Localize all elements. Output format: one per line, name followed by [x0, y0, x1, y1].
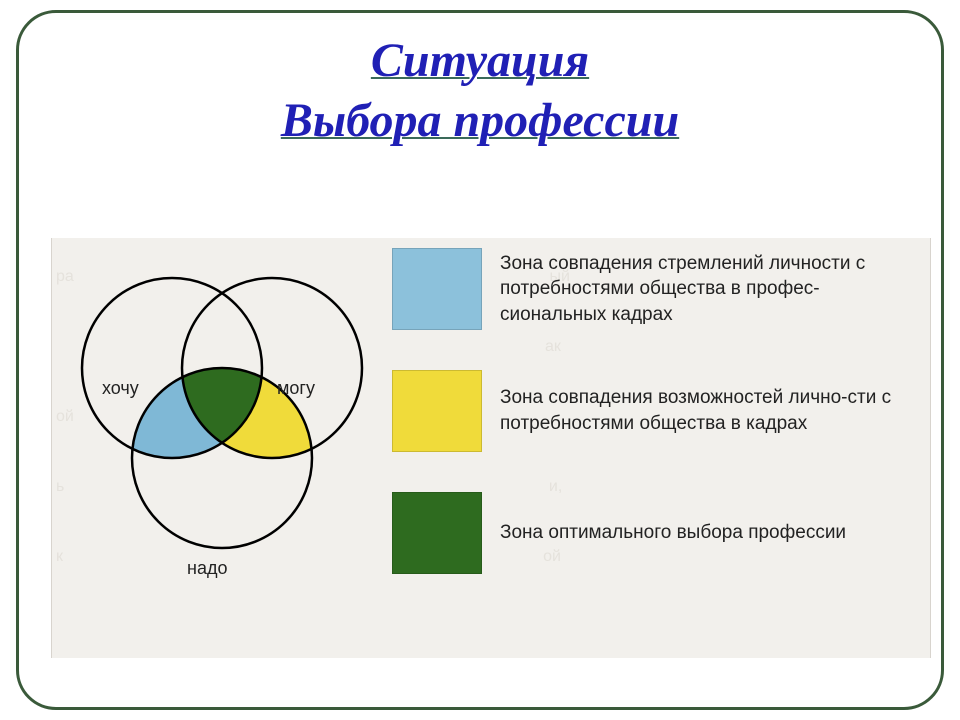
content-panel: ра ый — [51, 238, 931, 658]
title-block: Ситуация Выбора профессии — [19, 13, 941, 159]
legend-text: Зона совпадения стремлений личности с по… — [500, 251, 922, 328]
legend-text: Зона оптимального выбора профессии — [500, 520, 846, 546]
legend-swatch — [392, 492, 482, 574]
slide-frame: Ситуация Выбора профессии ра ый — [16, 10, 944, 710]
legend-text: Зона совпадения возможностей лично-сти с… — [500, 385, 922, 436]
venn-svg — [62, 248, 372, 608]
legend-row: Зона оптимального выбора профессии — [392, 492, 922, 574]
legend-row: Зона совпадения стремлений личности с по… — [392, 248, 922, 330]
legend-swatch — [392, 370, 482, 452]
venn-label-can: могу — [277, 378, 315, 399]
legend: Зона совпадения стремлений личности с по… — [392, 248, 922, 614]
legend-swatch — [392, 248, 482, 330]
venn-label-need: надо — [187, 558, 227, 579]
venn-diagram: хочу могу надо — [62, 248, 372, 608]
title-line-1: Ситуация — [19, 31, 941, 91]
title-line-2: Выбора профессии — [19, 91, 941, 151]
venn-label-want: хочу — [102, 378, 139, 399]
legend-row: Зона совпадения возможностей лично-сти с… — [392, 370, 922, 452]
